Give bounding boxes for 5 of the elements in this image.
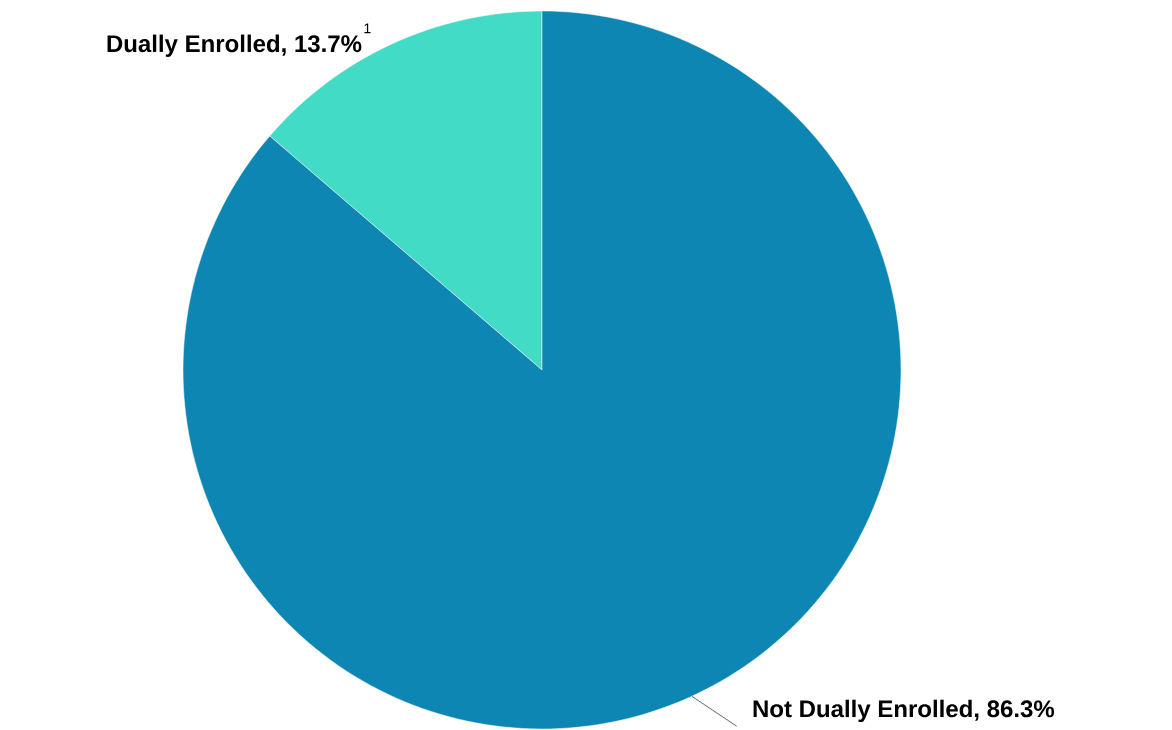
data-label: , 13.7%	[282, 35, 362, 56]
text: 1	[364, 23, 371, 34]
slice-label: Dually Enrolled	[107, 34, 280, 57]
slice-label: Not Dually Enrolled	[753, 699, 972, 723]
data-label: , 86.3%	[974, 700, 1055, 721]
